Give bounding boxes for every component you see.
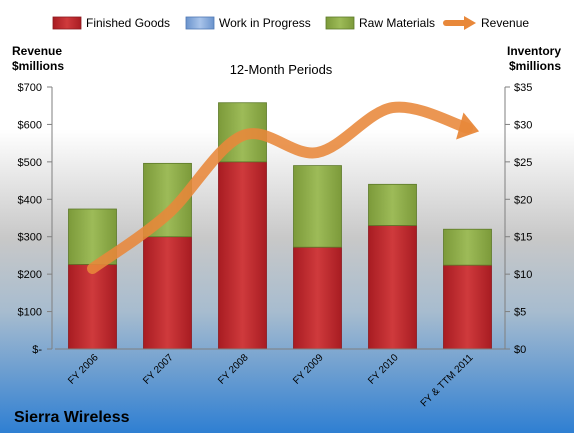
left-tick-label: $300 xyxy=(18,232,42,244)
right-tick-label: $15 xyxy=(514,232,532,244)
right-tick-label: $30 xyxy=(514,119,532,131)
right-tick-label: $10 xyxy=(514,269,532,281)
left-tick-label: $600 xyxy=(18,119,42,131)
legend-label-finished-goods: Finished Goods xyxy=(86,16,170,30)
right-tick-label: $0 xyxy=(514,344,526,356)
legend-label-raw-materials: Raw Materials xyxy=(359,16,435,30)
bar-raw-materials xyxy=(443,228,492,266)
left-axis-title-line-1: Revenue xyxy=(12,44,62,58)
revenue-line xyxy=(87,101,480,275)
bar-raw-materials xyxy=(368,183,417,226)
right-tick-label: $25 xyxy=(514,157,532,169)
legend-label-revenue: Revenue xyxy=(481,16,529,30)
legend: Finished Goods Work in Progress Raw Mate… xyxy=(52,16,529,30)
bar-finished-goods xyxy=(368,225,417,350)
left-axis-ticks: $- $100 $200 $300 $400 $500 $600 $700 xyxy=(18,82,53,356)
legend-swatch-work-in-progress xyxy=(185,16,215,30)
company-name: Sierra Wireless xyxy=(14,409,130,426)
bar-finished-goods xyxy=(143,236,192,350)
right-axis-title-line-2: $millions xyxy=(509,59,561,73)
left-tick-label: $200 xyxy=(18,269,42,281)
legend-swatch-finished-goods xyxy=(52,16,82,30)
legend-label-work-in-progress: Work in Progress xyxy=(219,16,311,30)
left-tick-label: $100 xyxy=(18,307,42,319)
right-tick-label: $20 xyxy=(514,194,532,206)
right-axis-title-line-1: Inventory xyxy=(507,44,561,58)
bar-finished-goods xyxy=(293,246,342,350)
bar-finished-goods xyxy=(218,161,267,350)
bar-raw-materials xyxy=(293,165,342,248)
legend-swatch-raw-materials xyxy=(325,16,355,30)
left-axis-title-line-2: $millions xyxy=(12,59,64,73)
revenue-arrowhead xyxy=(456,112,480,140)
left-tick-label: $500 xyxy=(18,157,42,169)
right-axis-ticks: $0 $5 $10 $15 $20 $25 $30 $35 xyxy=(504,82,532,356)
legend-swatch-revenue xyxy=(443,16,476,30)
revenue-series-line xyxy=(87,101,473,275)
bar-finished-goods xyxy=(443,264,492,350)
chart-title: 12-Month Periods xyxy=(230,62,333,77)
left-tick-label: $700 xyxy=(18,82,42,94)
left-tick-label: $- xyxy=(32,344,42,356)
left-tick-label: $400 xyxy=(18,194,42,206)
bar-finished-goods xyxy=(68,264,117,350)
right-tick-label: $5 xyxy=(514,307,526,319)
bars xyxy=(68,102,492,350)
right-tick-label: $35 xyxy=(514,82,532,94)
